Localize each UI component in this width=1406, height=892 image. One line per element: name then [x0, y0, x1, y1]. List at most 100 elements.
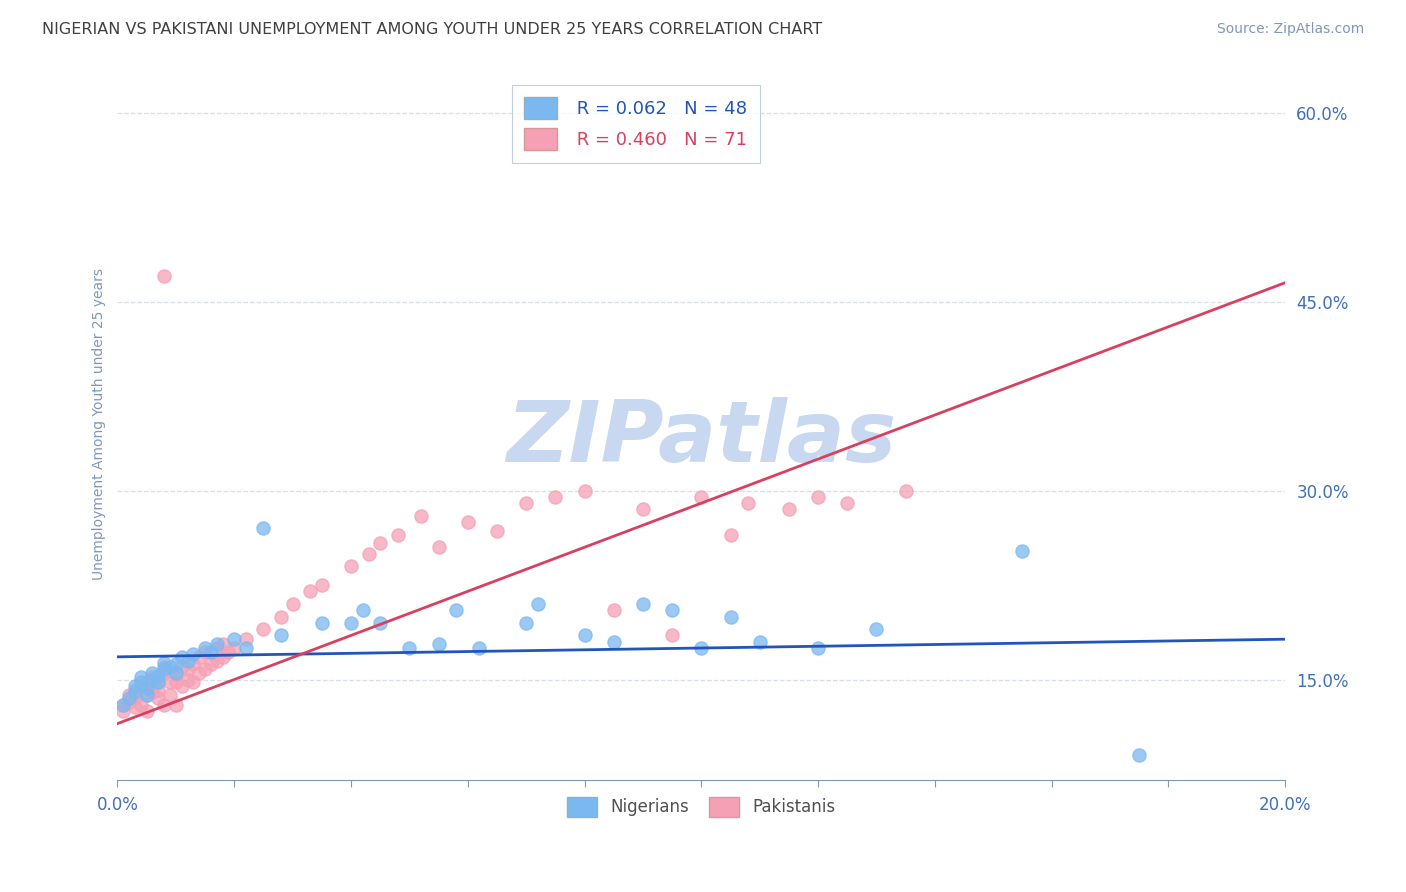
Point — [194, 662, 217, 676]
Point — [527, 597, 550, 611]
Point — [124, 682, 146, 697]
Point — [165, 666, 187, 681]
Point — [194, 640, 217, 655]
Point — [153, 666, 176, 681]
Point — [661, 603, 683, 617]
Point — [427, 540, 450, 554]
Point — [398, 640, 420, 655]
Point — [188, 649, 211, 664]
Point — [224, 640, 246, 655]
Point — [205, 637, 228, 651]
Point — [176, 654, 198, 668]
Point — [148, 691, 170, 706]
Point — [270, 609, 292, 624]
Point — [148, 675, 170, 690]
Point — [340, 615, 363, 630]
Point — [176, 673, 198, 687]
Point — [153, 662, 176, 676]
Point — [170, 679, 193, 693]
Point — [200, 645, 222, 659]
Point — [1011, 544, 1033, 558]
Point — [427, 637, 450, 651]
Point — [200, 657, 222, 672]
Point — [112, 698, 135, 712]
Text: Source: ZipAtlas.com: Source: ZipAtlas.com — [1216, 22, 1364, 37]
Point — [129, 675, 152, 690]
Point — [837, 496, 859, 510]
Point — [183, 648, 205, 662]
Point — [112, 704, 135, 718]
Point — [211, 637, 233, 651]
Point — [235, 640, 257, 655]
Point — [252, 521, 274, 535]
Point — [281, 597, 304, 611]
Point — [1128, 748, 1150, 763]
Point — [778, 502, 800, 516]
Point — [153, 660, 176, 674]
Point — [357, 547, 380, 561]
Point — [603, 603, 626, 617]
Point — [224, 632, 246, 647]
Point — [311, 578, 333, 592]
Point — [165, 666, 187, 681]
Point — [124, 700, 146, 714]
Point — [129, 670, 152, 684]
Point — [176, 662, 198, 676]
Point — [141, 679, 163, 693]
Point — [368, 536, 391, 550]
Point — [153, 269, 176, 284]
Point — [468, 640, 491, 655]
Point — [603, 634, 626, 648]
Point — [690, 490, 713, 504]
Point — [574, 483, 596, 498]
Point — [457, 515, 479, 529]
Legend: Nigerians, Pakistanis: Nigerians, Pakistanis — [558, 789, 844, 825]
Point — [124, 679, 146, 693]
Point — [544, 490, 567, 504]
Point — [124, 685, 146, 699]
Point — [748, 634, 770, 648]
Point — [141, 685, 163, 699]
Point — [118, 688, 141, 702]
Point — [631, 597, 654, 611]
Point — [170, 660, 193, 674]
Point — [165, 657, 187, 672]
Point — [141, 670, 163, 684]
Point — [299, 584, 322, 599]
Point — [153, 656, 176, 670]
Point — [118, 691, 141, 706]
Y-axis label: Unemployment Among Youth under 25 years: Unemployment Among Youth under 25 years — [93, 268, 107, 581]
Point — [129, 679, 152, 693]
Point — [485, 524, 508, 538]
Point — [211, 649, 233, 664]
Point — [141, 666, 163, 681]
Point — [135, 704, 157, 718]
Point — [165, 675, 187, 690]
Point — [194, 645, 217, 659]
Text: ZIPatlas: ZIPatlas — [506, 397, 897, 480]
Point — [352, 603, 374, 617]
Point — [170, 649, 193, 664]
Point — [737, 496, 759, 510]
Point — [135, 688, 157, 702]
Text: NIGERIAN VS PAKISTANI UNEMPLOYMENT AMONG YOUTH UNDER 25 YEARS CORRELATION CHART: NIGERIAN VS PAKISTANI UNEMPLOYMENT AMONG… — [42, 22, 823, 37]
Point — [141, 673, 163, 687]
Point — [690, 640, 713, 655]
Point — [135, 688, 157, 702]
Point — [444, 603, 467, 617]
Point — [205, 640, 228, 655]
Point — [183, 675, 205, 690]
Point — [159, 660, 181, 674]
Point — [148, 669, 170, 683]
Point — [135, 675, 157, 690]
Point — [515, 615, 537, 630]
Point — [807, 640, 830, 655]
Point — [387, 527, 409, 541]
Point — [409, 508, 432, 523]
Point — [631, 502, 654, 516]
Point — [661, 628, 683, 642]
Point — [205, 654, 228, 668]
Point — [865, 622, 887, 636]
Point — [235, 632, 257, 647]
Point — [159, 675, 181, 690]
